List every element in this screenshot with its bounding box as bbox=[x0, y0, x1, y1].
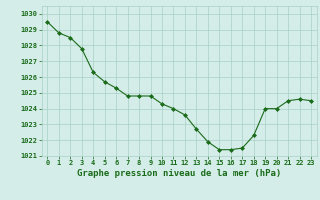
X-axis label: Graphe pression niveau de la mer (hPa): Graphe pression niveau de la mer (hPa) bbox=[77, 169, 281, 178]
